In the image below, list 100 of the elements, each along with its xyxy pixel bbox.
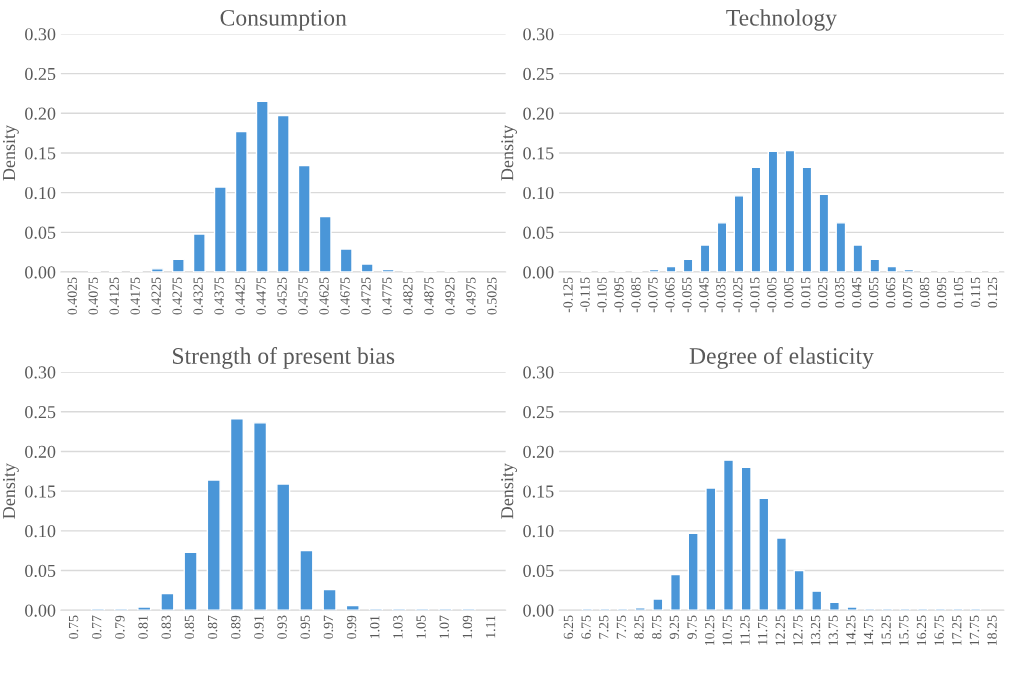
x-tick-label: 0.095 [936,277,947,308]
y-axis-title: Density [501,463,518,519]
bar [183,551,198,611]
x-tick-label: 16.75 [934,615,944,646]
bar [699,244,711,273]
x-tick-label: 13.25 [810,615,821,646]
x-tick-label: 0.105 [953,277,964,308]
y-tick-label: 0.20 [523,445,554,458]
y-tick-label: 0.05 [523,564,554,578]
x-tick-label: 1.11 [485,615,496,638]
x-tick-label: 0.4625 [319,277,329,315]
bar [740,466,752,611]
y-tick-label: 0.00 [523,266,554,279]
x-tick-label: 0.95 [300,615,310,639]
x-tick-label: 0.4175 [130,277,140,315]
x-tick-label: 0.99 [346,615,357,639]
bar [192,233,206,273]
y-tick-label: 0.00 [523,604,554,617]
x-tick-label: 0.79 [115,615,125,639]
x-tick-label: -0.015 [750,277,760,313]
bar [150,268,164,273]
bar [886,265,898,273]
x-tick-label: -0.045 [699,277,709,313]
x-tick-label: 11.25 [740,615,750,645]
x-tick-label: 0.045 [851,277,862,308]
y-tick-label: 0.15 [523,485,554,498]
bar [722,459,735,611]
x-tick-label: 1.07 [439,615,449,639]
y-tick-label: 0.15 [25,147,56,160]
bar [716,222,728,273]
x-tick-label: 9.25 [669,615,680,639]
x-tick-label: 0.115 [970,277,981,308]
bar [171,258,185,273]
x-tick-label: 17.25 [952,615,962,646]
x-tick-label: 0.4725 [361,277,371,315]
chart-title: Technology [726,9,837,31]
bar [665,265,677,273]
x-tick-label: 0.075 [902,277,913,308]
y-tick-label: 0.30 [523,366,554,379]
y-tick-label: 0.20 [25,107,56,120]
y-tick-label: 0.05 [25,564,56,578]
x-tick-label: 0.005 [784,277,794,308]
x-tick-label: 13.75 [828,615,838,646]
chart-title: Strength of present bias [173,347,395,369]
x-tick-label: 0.4425 [235,277,245,315]
x-tick-label: 0.4675 [340,277,350,315]
x-tick-label: 0.87 [207,615,218,639]
y-tick-label: 0.25 [523,67,554,81]
bar [652,598,664,611]
x-tick-label: -0.095 [614,277,624,313]
bar [234,130,248,273]
y-tick-label: 0.00 [25,604,56,617]
bar [255,100,269,273]
x-tick-label: 12.25 [775,615,785,646]
y-tick-label: 0.30 [523,28,554,41]
bar [229,418,244,611]
x-tick-label: 0.4825 [403,277,413,315]
bar [687,532,699,611]
x-tick-label: 15.25 [881,615,891,646]
bar [852,244,864,273]
y-tick-label: 0.10 [25,186,56,200]
y-tick-label: 0.15 [523,147,554,160]
y-tick-label: 0.25 [25,67,56,81]
bar [784,149,796,273]
bar [381,268,395,273]
x-tick-label: 18.25 [987,615,997,646]
x-tick-label: 7.25 [599,615,609,639]
x-tick-label: 11.75 [757,615,768,645]
x-tick-label: -0.005 [767,277,777,313]
x-tick-label: 17.75 [969,615,980,646]
x-tick-label: 0.025 [818,277,828,308]
x-tick-label: 9.75 [687,615,697,639]
x-tick-label: 0.89 [231,615,241,639]
bar [869,258,881,273]
x-tick-label: 0.85 [184,615,195,639]
bar [811,590,823,611]
x-tick-label: 0.81 [138,615,148,639]
x-tick-label: 16.25 [916,615,927,646]
x-tick-label: 0.83 [161,615,171,639]
x-tick-label: 0.4325 [193,277,203,315]
x-tick-label: 14.75 [863,615,874,646]
y-tick-label: 0.20 [523,107,554,120]
y-axis-title: Density [501,124,518,181]
x-tick-label: 7.75 [616,615,627,639]
x-tick-label: -0.125 [563,277,573,313]
x-tick-label: -0.115 [580,277,590,312]
x-tick-label: -0.105 [597,277,607,313]
chart-title: Consumption [220,9,347,31]
x-tick-label: 0.4025 [67,277,77,315]
x-tick-label: 0.4075 [88,277,98,315]
x-tick-label: 0.97 [323,615,334,639]
bar [903,268,915,273]
x-tick-label: 0.4375 [214,277,224,315]
y-tick-label: 0.10 [25,525,56,538]
x-tick-label: 10.75 [722,615,733,646]
bar [648,268,660,273]
x-tick-label: 0.4775 [382,277,392,315]
x-tick-label: 0.75 [68,615,79,639]
bar [360,263,374,273]
bar [801,166,813,273]
